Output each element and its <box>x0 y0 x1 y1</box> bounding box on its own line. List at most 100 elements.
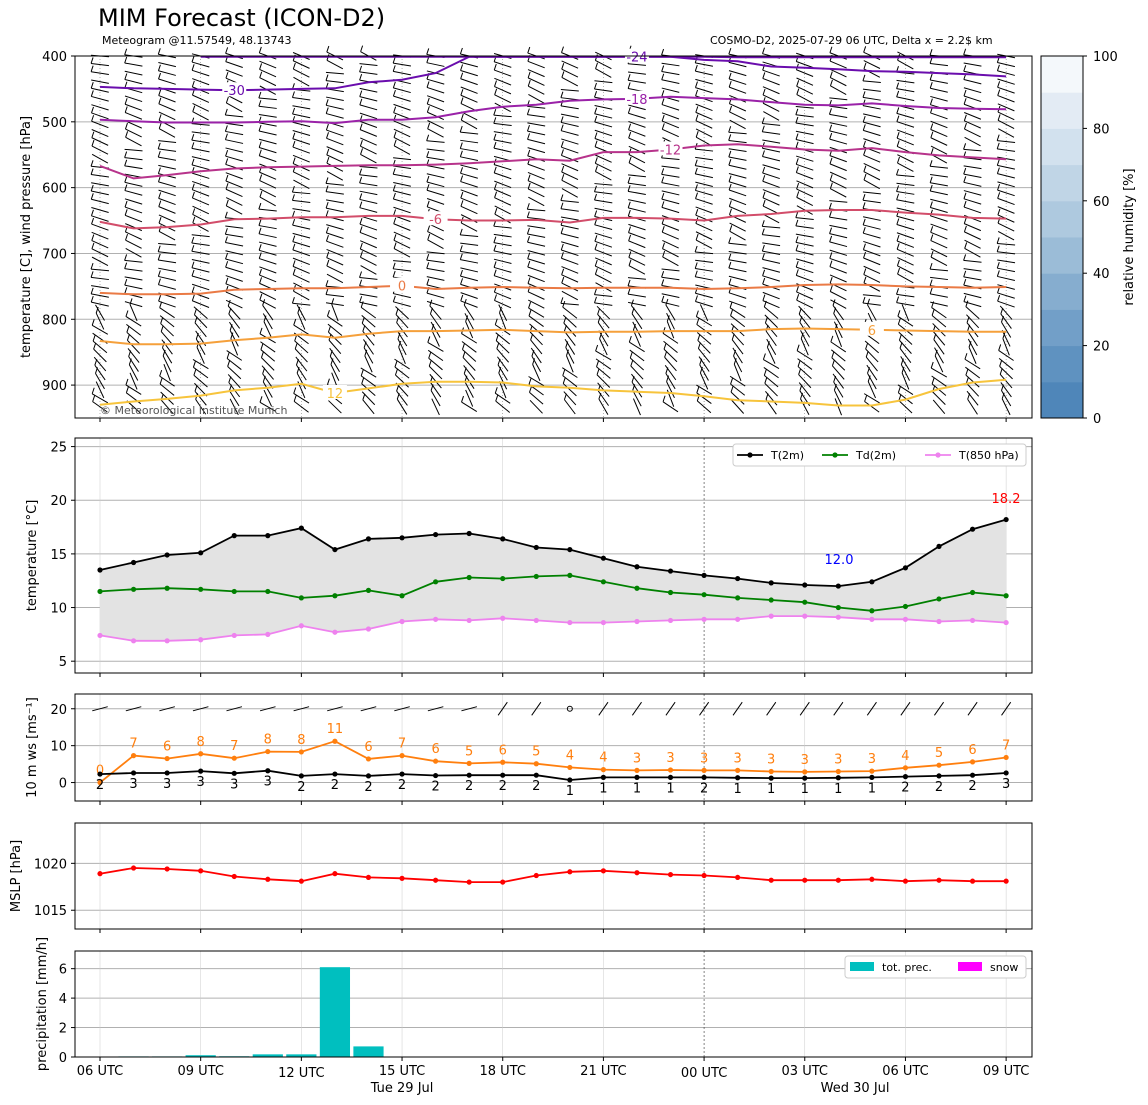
wind-barb <box>91 223 109 231</box>
wind-barb-flag <box>92 395 96 402</box>
wind-barb-flag <box>765 393 769 400</box>
wind-barb <box>527 180 545 189</box>
colorbar-band <box>1041 345 1083 383</box>
data-label: 7 <box>230 739 238 754</box>
data-point <box>600 767 607 773</box>
wind-barb-flag <box>292 235 296 242</box>
wind-barb <box>595 162 612 172</box>
wind-barb <box>160 399 174 414</box>
wind-barb-flag <box>460 200 464 207</box>
wind-barb-flag <box>829 235 833 243</box>
wind-barb <box>225 139 244 144</box>
data-label: 3 <box>230 777 238 792</box>
wind-barb-flag <box>325 177 329 184</box>
temp-fill <box>100 519 1007 641</box>
wind-barb-flag <box>898 394 902 401</box>
wind-barb-flag <box>90 209 94 216</box>
wind-barb-flag <box>561 63 565 70</box>
wind-barb <box>661 104 680 111</box>
wind-barb-flag <box>459 125 463 133</box>
wind-barb <box>326 248 344 257</box>
wind-barb <box>191 283 210 291</box>
wind-barb <box>125 223 143 232</box>
data-point <box>701 767 707 773</box>
wind-barb <box>163 364 171 382</box>
wind-barb <box>863 232 881 239</box>
wind-barb-flag <box>393 217 397 224</box>
wind-barb-flag <box>393 106 397 113</box>
wind-barb <box>997 95 1015 103</box>
wind-barb-flag <box>998 344 1002 351</box>
wind-barb <box>896 129 915 137</box>
wind-barb <box>293 76 310 87</box>
wind-barb <box>494 94 512 104</box>
data-point <box>365 536 372 542</box>
wind-barb-flag <box>459 47 463 55</box>
wind-barb-flag <box>527 252 531 259</box>
data-point <box>735 767 741 773</box>
wind-barb-flag <box>191 183 195 190</box>
wind-barb <box>292 232 311 239</box>
wind-barb <box>763 111 780 121</box>
wind-barb-flag <box>661 90 665 97</box>
data-point <box>1003 593 1009 599</box>
wind-barb <box>393 206 411 214</box>
wind-barb <box>561 154 579 163</box>
wind-barb-flag <box>694 159 698 166</box>
ua-ylabel: temperature [C], wind pressure [hPa] <box>19 116 34 358</box>
wind-barb <box>897 154 914 164</box>
wind-barb <box>832 305 845 321</box>
wind-barb <box>393 260 412 263</box>
wind-barb <box>997 222 1015 232</box>
wind-barb <box>596 374 611 388</box>
data-point <box>567 777 573 783</box>
wind-barb <box>564 399 576 415</box>
mslp-ytick-label: 1015 <box>34 904 67 919</box>
wind-barb-flag <box>930 250 934 258</box>
series-line-Td(2m) <box>99 574 1007 612</box>
wind-barb-flag <box>729 105 733 113</box>
wind-barb <box>762 234 781 238</box>
wind-barb <box>762 267 781 273</box>
wind-barb <box>930 293 948 298</box>
wind-barb <box>833 313 844 330</box>
temp-ytick-label: 25 <box>50 441 67 456</box>
wind-barb-flag <box>694 167 698 175</box>
wind-barb <box>796 61 814 69</box>
wind-barb-flag <box>695 106 699 113</box>
wind-barb <box>1000 313 1012 329</box>
wind-barb <box>158 148 177 152</box>
wind-barb-flag <box>90 65 94 72</box>
wind-barb-flag <box>191 64 195 71</box>
wind-barb <box>91 95 109 102</box>
wind-barb-flag <box>428 360 432 367</box>
wind-barb <box>527 225 546 230</box>
wind-barb-flag <box>762 166 766 174</box>
wind-barb-flag <box>896 115 900 122</box>
wind-barb <box>931 307 947 319</box>
wind-barb-flag <box>762 72 766 79</box>
data-point <box>130 638 137 644</box>
data-label: 2 <box>532 779 540 794</box>
wind-barb-flag <box>326 156 330 164</box>
wind-barb <box>862 216 881 221</box>
wind-barb <box>964 128 981 138</box>
wind-barb <box>430 382 442 398</box>
wind-barb <box>560 121 579 127</box>
wind-barb <box>695 87 713 94</box>
wind-barb <box>931 375 947 387</box>
wind-barb <box>229 330 239 347</box>
wind-barb <box>632 390 642 407</box>
wind-barb-flag <box>90 90 94 97</box>
wind-barb <box>560 216 579 221</box>
wind-barb <box>897 384 914 396</box>
wind-barb <box>897 59 914 70</box>
data-point <box>231 588 237 595</box>
wind-barb <box>628 265 646 275</box>
wind-barb-flag <box>494 208 498 215</box>
wind-barb-flag <box>427 122 431 129</box>
data-point <box>198 550 204 556</box>
wind-barb <box>1001 398 1011 416</box>
wind-barb <box>662 401 679 413</box>
wind-barb-flag <box>530 333 534 341</box>
